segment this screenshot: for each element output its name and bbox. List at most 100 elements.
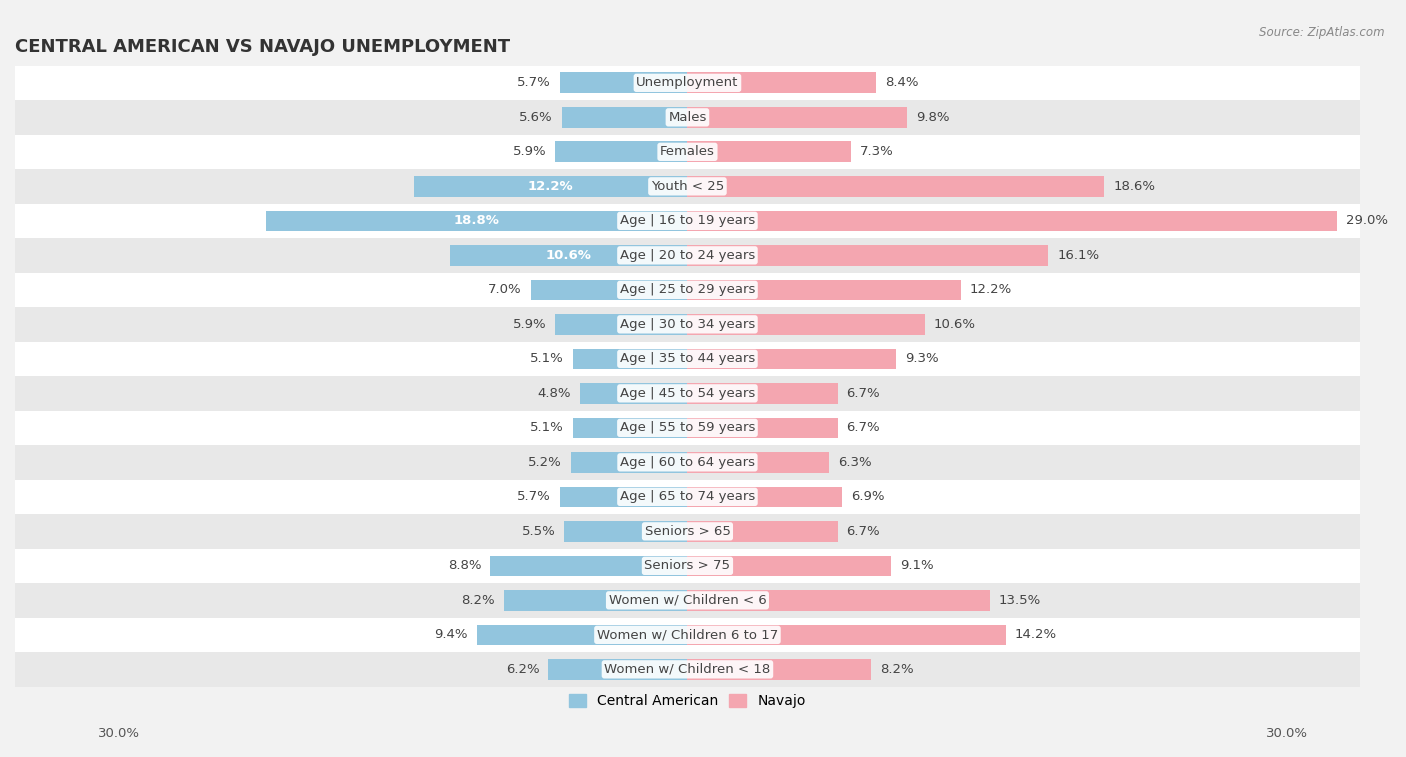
Bar [574, 418, 688, 438]
Text: 10.6%: 10.6% [546, 249, 592, 262]
Bar [688, 142, 851, 162]
Text: 6.9%: 6.9% [851, 491, 884, 503]
Bar [688, 659, 872, 680]
Text: 12.2%: 12.2% [970, 283, 1012, 296]
Bar [574, 348, 688, 369]
Text: 6.3%: 6.3% [838, 456, 872, 469]
Bar [562, 107, 688, 128]
Bar [15, 480, 1360, 514]
Bar [15, 410, 1360, 445]
Bar [15, 618, 1360, 652]
Bar [688, 521, 838, 542]
Text: 8.4%: 8.4% [884, 76, 918, 89]
Text: 8.2%: 8.2% [461, 593, 495, 607]
Text: 18.6%: 18.6% [1114, 180, 1156, 193]
Text: 13.5%: 13.5% [1000, 593, 1042, 607]
Bar [491, 556, 688, 576]
Text: Age | 30 to 34 years: Age | 30 to 34 years [620, 318, 755, 331]
Bar [15, 273, 1360, 307]
Text: Source: ZipAtlas.com: Source: ZipAtlas.com [1260, 26, 1385, 39]
Text: Age | 60 to 64 years: Age | 60 to 64 years [620, 456, 755, 469]
Bar [15, 135, 1360, 169]
Bar [413, 176, 688, 197]
Bar [688, 279, 960, 301]
Bar [450, 245, 688, 266]
Bar [530, 279, 688, 301]
Text: 12.2%: 12.2% [527, 180, 574, 193]
Text: 29.0%: 29.0% [1347, 214, 1389, 227]
Text: Age | 65 to 74 years: Age | 65 to 74 years [620, 491, 755, 503]
Bar [688, 245, 1049, 266]
Text: 9.4%: 9.4% [434, 628, 468, 641]
Bar [688, 210, 1337, 231]
Text: 9.8%: 9.8% [917, 111, 949, 124]
Text: Age | 55 to 59 years: Age | 55 to 59 years [620, 422, 755, 435]
Text: 5.7%: 5.7% [517, 76, 551, 89]
Text: CENTRAL AMERICAN VS NAVAJO UNEMPLOYMENT: CENTRAL AMERICAN VS NAVAJO UNEMPLOYMENT [15, 38, 510, 56]
Text: 6.7%: 6.7% [846, 422, 880, 435]
Text: Age | 20 to 24 years: Age | 20 to 24 years [620, 249, 755, 262]
Bar [15, 652, 1360, 687]
Text: Females: Females [659, 145, 714, 158]
Bar [15, 169, 1360, 204]
Bar [571, 452, 688, 472]
Bar [15, 341, 1360, 376]
Bar [15, 514, 1360, 549]
Text: 5.2%: 5.2% [529, 456, 562, 469]
Bar [688, 73, 876, 93]
Bar [15, 549, 1360, 583]
Bar [503, 590, 688, 611]
Text: Age | 35 to 44 years: Age | 35 to 44 years [620, 352, 755, 366]
Text: 18.8%: 18.8% [454, 214, 499, 227]
Bar [688, 383, 838, 403]
Bar [579, 383, 688, 403]
Text: Age | 45 to 54 years: Age | 45 to 54 years [620, 387, 755, 400]
Text: 6.2%: 6.2% [506, 663, 540, 676]
Bar [560, 487, 688, 507]
Text: 7.3%: 7.3% [860, 145, 894, 158]
Text: 6.7%: 6.7% [846, 387, 880, 400]
Legend: Central American, Navajo: Central American, Navajo [564, 689, 811, 714]
Bar [15, 376, 1360, 410]
Bar [15, 307, 1360, 341]
Bar [15, 204, 1360, 238]
Bar [688, 107, 907, 128]
Bar [15, 583, 1360, 618]
Text: 16.1%: 16.1% [1057, 249, 1099, 262]
Text: Age | 16 to 19 years: Age | 16 to 19 years [620, 214, 755, 227]
Text: Seniors > 65: Seniors > 65 [644, 525, 730, 538]
Text: 5.1%: 5.1% [530, 352, 564, 366]
Bar [560, 73, 688, 93]
Bar [15, 66, 1360, 100]
Text: Age | 25 to 29 years: Age | 25 to 29 years [620, 283, 755, 296]
Bar [266, 210, 688, 231]
Text: 5.9%: 5.9% [513, 318, 547, 331]
Bar [688, 314, 925, 335]
Bar [555, 142, 688, 162]
Bar [688, 418, 838, 438]
Text: 9.1%: 9.1% [900, 559, 934, 572]
Bar [15, 238, 1360, 273]
Bar [688, 556, 891, 576]
Bar [477, 625, 688, 645]
Bar [688, 590, 990, 611]
Text: Women w/ Children < 6: Women w/ Children < 6 [609, 593, 766, 607]
Text: 8.2%: 8.2% [880, 663, 914, 676]
Text: Women w/ Children 6 to 17: Women w/ Children 6 to 17 [596, 628, 778, 641]
Text: 30.0%: 30.0% [1265, 727, 1308, 740]
Text: 4.8%: 4.8% [537, 387, 571, 400]
Text: Unemployment: Unemployment [637, 76, 738, 89]
Text: Seniors > 75: Seniors > 75 [644, 559, 731, 572]
Text: 5.1%: 5.1% [530, 422, 564, 435]
Bar [15, 445, 1360, 480]
Text: 6.7%: 6.7% [846, 525, 880, 538]
Bar [688, 348, 896, 369]
Text: Youth < 25: Youth < 25 [651, 180, 724, 193]
Bar [548, 659, 688, 680]
Bar [555, 314, 688, 335]
Text: 5.5%: 5.5% [522, 525, 555, 538]
Text: 14.2%: 14.2% [1015, 628, 1057, 641]
Bar [688, 176, 1104, 197]
Text: 5.7%: 5.7% [517, 491, 551, 503]
Bar [688, 625, 1005, 645]
